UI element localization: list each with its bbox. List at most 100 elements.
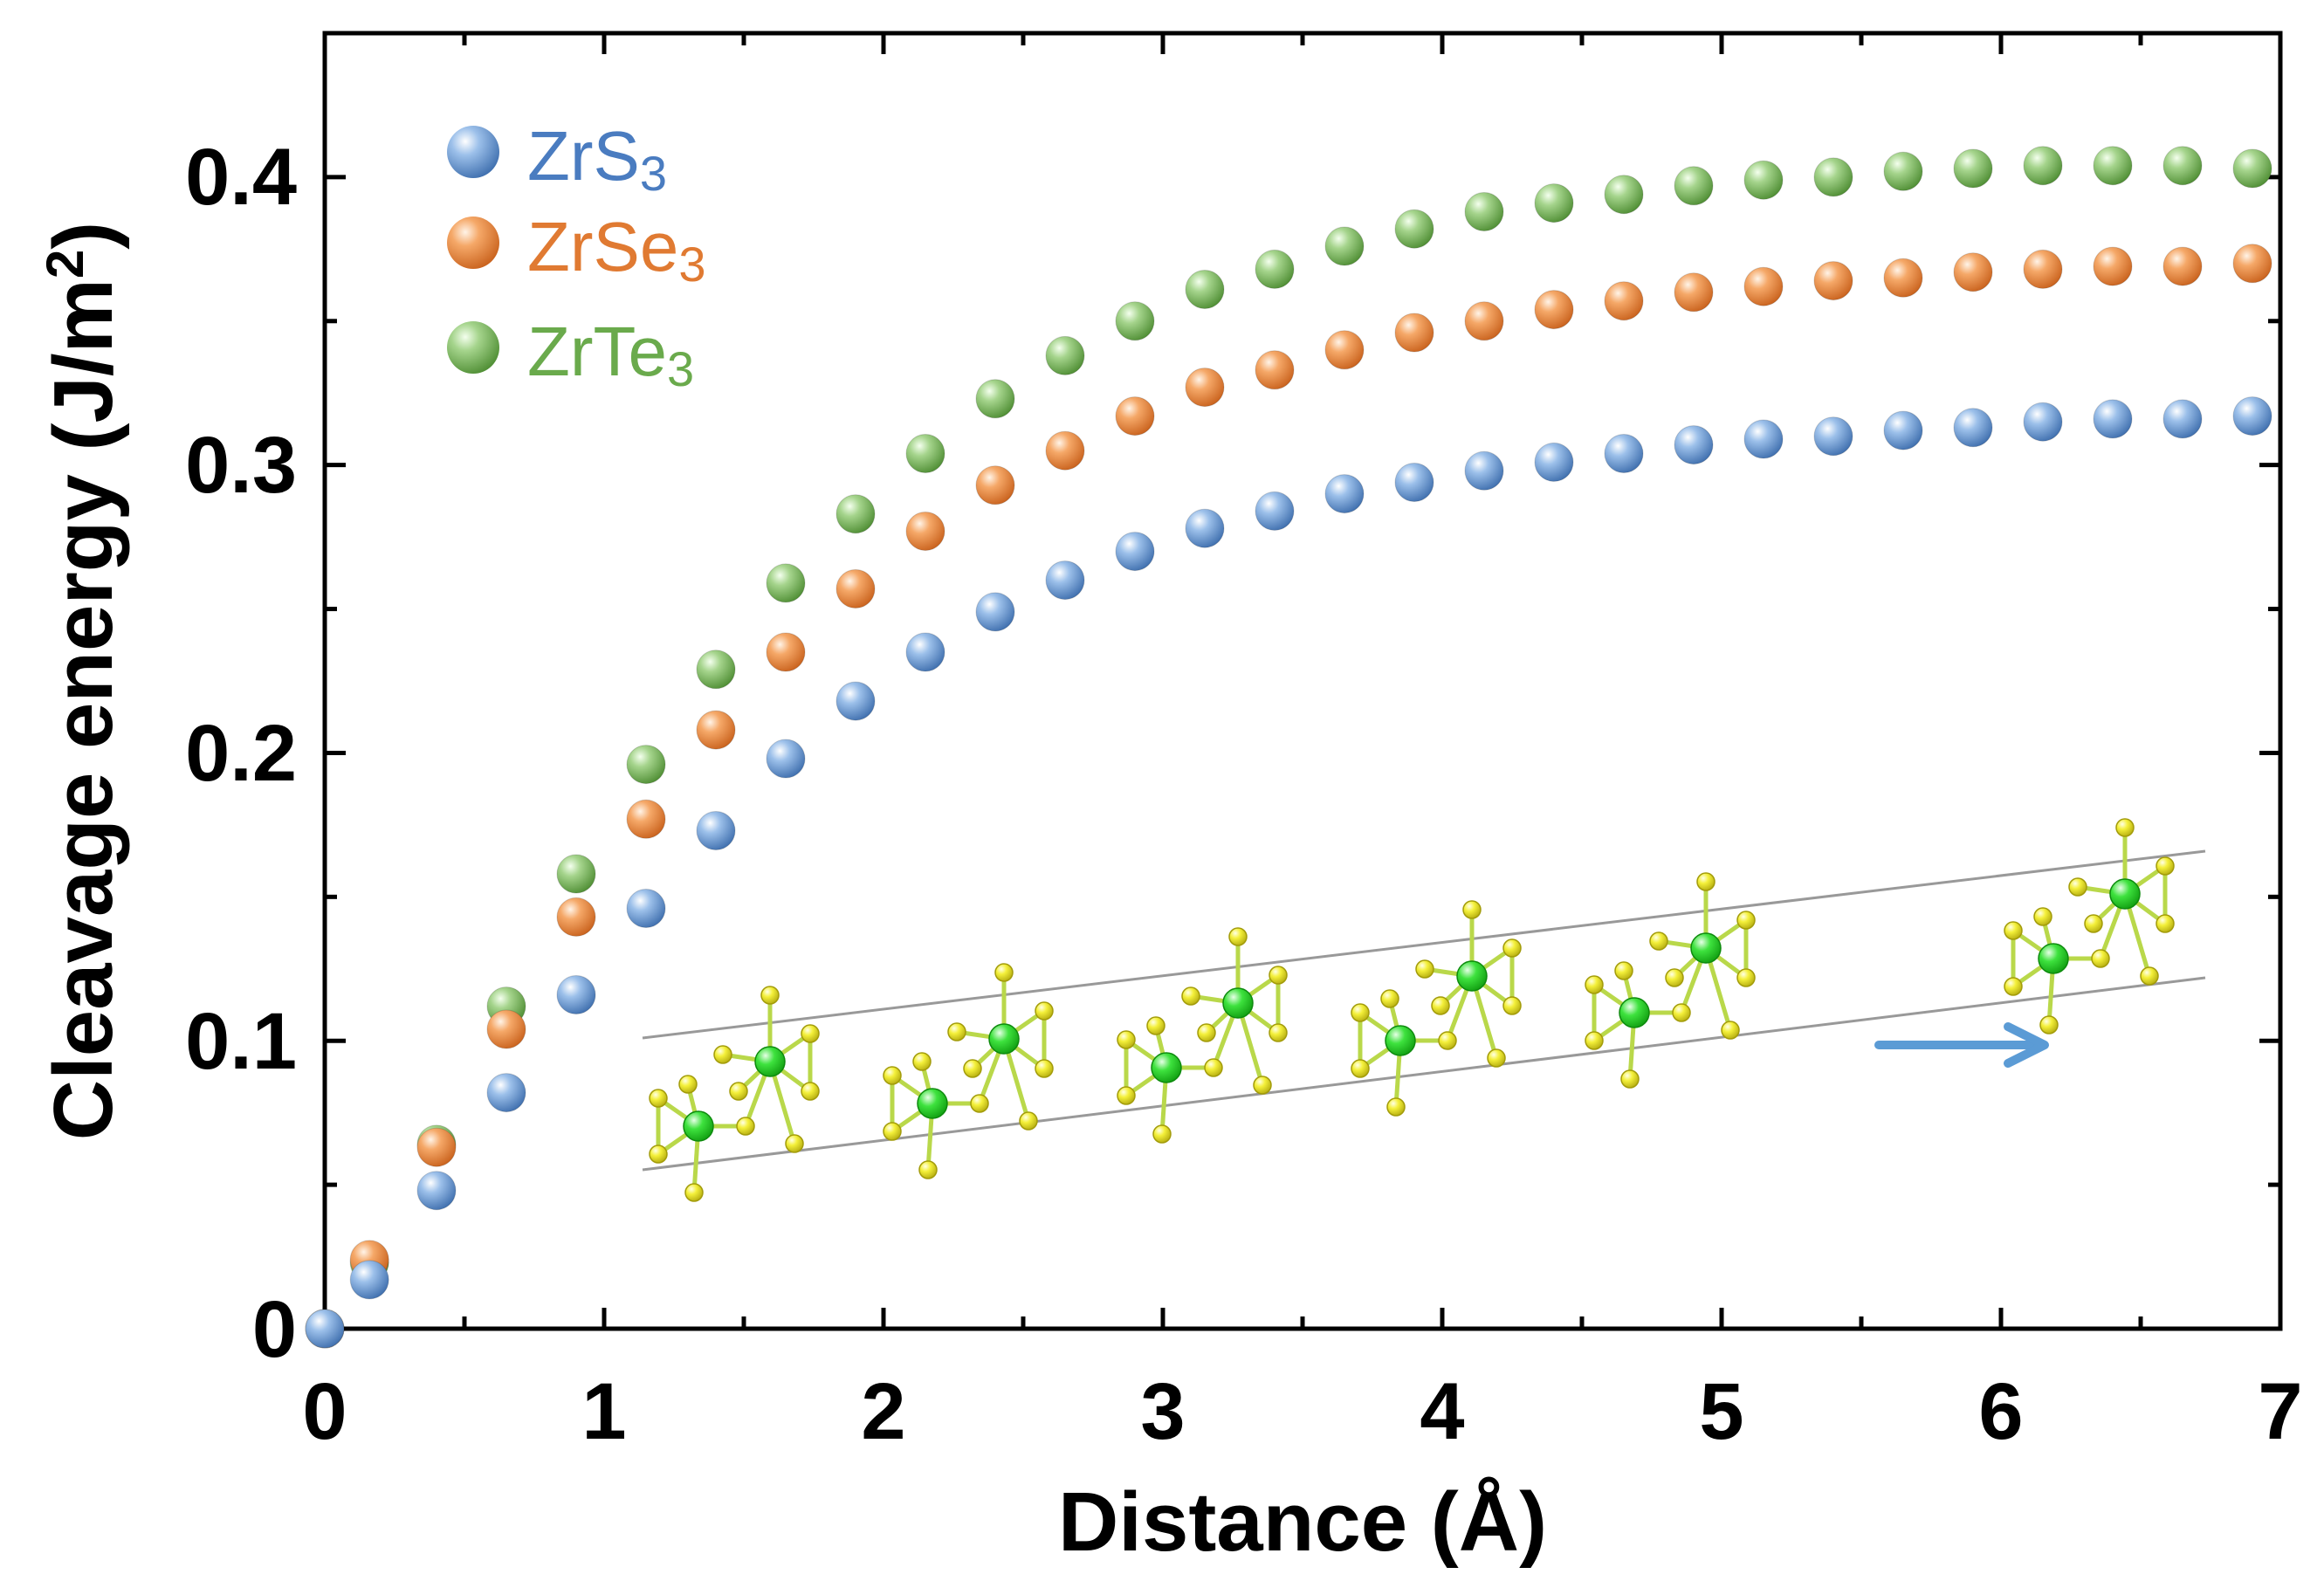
point-ZrS3 (556, 975, 596, 1014)
point-ZrSe3 (1743, 266, 1784, 306)
legend-label-sub: 3 (640, 146, 667, 201)
point-ZrSe3 (1464, 301, 1504, 341)
legend-label-base: ZrS (527, 117, 640, 195)
x-tick-label: 0 (302, 1367, 347, 1456)
point-ZrSe3 (1674, 272, 1714, 313)
point-ZrTe3 (1604, 175, 1644, 215)
point-ZrTe3 (1674, 166, 1714, 206)
point-ZrSe3 (1255, 350, 1295, 390)
legend-marker-ZrSe3 (447, 217, 499, 269)
legend-label-base: ZrSe (527, 208, 678, 285)
legend: ZrS3 ZrSe3 ZrTe3 (447, 117, 706, 396)
x-tick-label: 5 (1699, 1367, 1743, 1456)
shift-direction-arrow-icon (1874, 1022, 2049, 1068)
point-ZrS3 (905, 632, 945, 672)
point-ZrTe3 (626, 745, 666, 785)
zrx3-molecule-icon (1585, 872, 1756, 1089)
point-ZrTe3 (2093, 146, 2133, 186)
y-axis-title: Cleavage energy (J/m2) (36, 222, 131, 1140)
x-axis-title: Distance (Å) (1058, 1475, 1547, 1569)
point-ZrSe3 (1324, 330, 1365, 370)
point-ZrTe3 (1743, 160, 1784, 200)
y-axis-title-close: ) (37, 222, 130, 250)
point-ZrS3 (626, 889, 666, 928)
point-ZrSe3 (2162, 246, 2203, 286)
slab-boundary-line (642, 849, 2206, 1040)
point-ZrTe3 (1185, 270, 1225, 309)
point-ZrSe3 (1185, 368, 1225, 408)
point-ZrS3 (349, 1260, 389, 1300)
crystal-structure-inset (642, 818, 2206, 1202)
point-ZrS3 (975, 592, 1015, 632)
point-ZrTe3 (556, 854, 596, 894)
point-ZrS3 (2023, 402, 2063, 442)
zrx3-molecule-icon (1351, 900, 1522, 1117)
point-ZrSe3 (766, 632, 806, 672)
point-ZrSe3 (1604, 281, 1644, 321)
point-ZrSe3 (835, 569, 876, 608)
point-ZrS3 (2093, 399, 2133, 439)
axis-ticks (322, 31, 2283, 1331)
point-ZrTe3 (835, 494, 876, 534)
point-ZrS3 (1813, 416, 1853, 457)
point-ZrSe3 (2093, 246, 2133, 286)
point-ZrSe3 (696, 710, 736, 750)
point-ZrSe3 (626, 799, 666, 839)
y-tick-label: 0 (252, 1285, 297, 1374)
legend-label-sub: 3 (678, 237, 705, 292)
point-ZrTe3 (696, 650, 736, 690)
point-ZrSe3 (486, 1009, 526, 1049)
point-ZrTe3 (766, 563, 806, 603)
legend-label-base: ZrTe (527, 313, 667, 390)
point-ZrTe3 (2232, 148, 2272, 189)
zrx3-molecule-icon (2004, 818, 2175, 1035)
point-ZrS3 (1953, 408, 1993, 448)
point-ZrTe3 (1464, 192, 1504, 231)
point-ZrS3 (1255, 491, 1295, 531)
point-ZrSe3 (1115, 396, 1155, 436)
y-axis-title-sup: 2 (36, 250, 94, 278)
point-ZrSe3 (2023, 249, 2063, 289)
y-tick-label: 0.2 (185, 709, 297, 798)
zrx3-molecule-icon (1117, 927, 1288, 1144)
x-tick-label: 2 (861, 1367, 905, 1456)
x-tick-labels: 0 1 2 3 4 5 6 7 (302, 1367, 2302, 1456)
point-ZrSe3 (905, 512, 945, 551)
point-ZrTe3 (1045, 335, 1085, 375)
legend-label-ZrSe3: ZrSe3 (527, 208, 706, 292)
zrx3-molecule-icon (649, 986, 820, 1202)
point-ZrTe3 (1324, 226, 1365, 266)
point-ZrSe3 (1394, 313, 1434, 353)
point-ZrTe3 (1813, 157, 1853, 197)
point-ZrS3 (416, 1171, 457, 1211)
point-ZrTe3 (905, 434, 945, 473)
point-ZrS3 (1604, 434, 1644, 473)
point-ZrS3 (696, 811, 736, 850)
data-points (305, 146, 2272, 1349)
point-ZrS3 (1534, 442, 1574, 482)
point-ZrTe3 (1534, 183, 1574, 223)
y-tick-label: 0.1 (185, 997, 297, 1086)
legend-marker-ZrS3 (447, 126, 499, 178)
slab-boundary-line (642, 976, 2206, 1172)
x-tick-label: 3 (1140, 1367, 1185, 1456)
y-tick-label: 0.4 (185, 133, 297, 222)
y-axis-title-main: Cleavage energy (J/m (37, 278, 130, 1140)
point-ZrS3 (835, 681, 876, 721)
point-ZrSe3 (556, 897, 596, 937)
point-ZrS3 (1394, 463, 1434, 502)
point-ZrS3 (1324, 474, 1365, 514)
y-tick-labels: 0 0.1 0.2 0.3 0.4 (185, 133, 297, 1374)
point-ZrS3 (2162, 399, 2203, 439)
legend-label-sub: 3 (667, 341, 694, 396)
legend-label-ZrTe3: ZrTe3 (527, 313, 694, 396)
point-ZrS3 (1185, 508, 1225, 548)
point-ZrTe3 (1255, 249, 1295, 289)
point-ZrS3 (486, 1073, 526, 1113)
x-tick-label: 7 (2258, 1367, 2302, 1456)
x-tick-label: 1 (581, 1367, 626, 1456)
point-ZrS3 (1045, 560, 1085, 601)
point-ZrS3 (2232, 396, 2272, 436)
point-ZrSe3 (416, 1127, 457, 1167)
